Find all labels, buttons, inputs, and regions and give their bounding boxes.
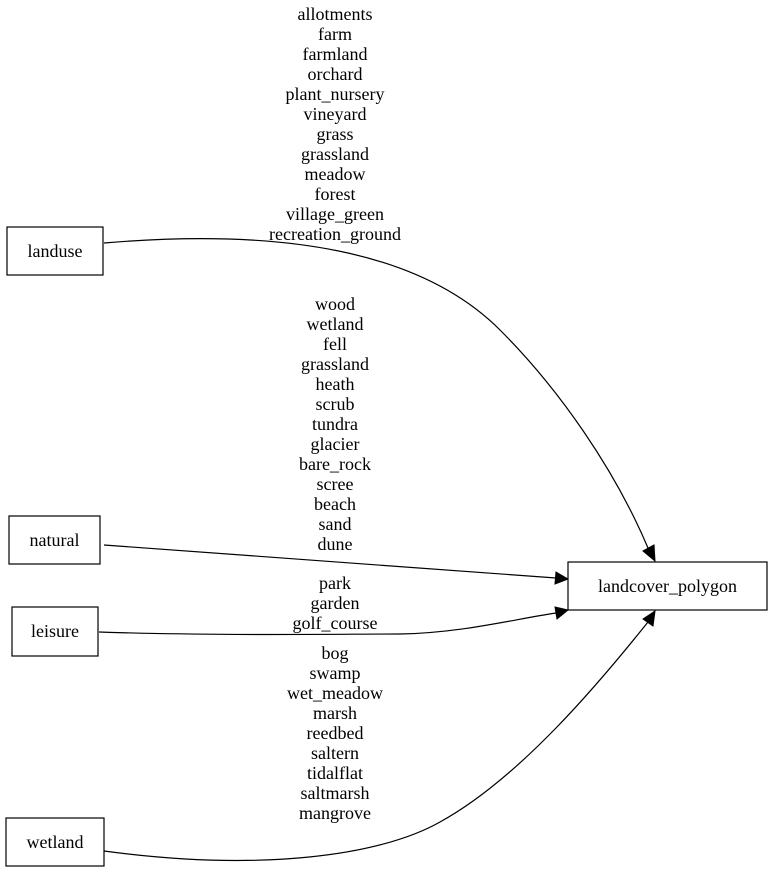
edge-label: golf_course — [293, 613, 378, 633]
edge-label: bog — [322, 643, 349, 663]
edge-line — [103, 544, 557, 579]
node-landuse: landuse — [6, 226, 104, 276]
edge-label: swamp — [310, 663, 361, 683]
node-natural: natural — [8, 515, 101, 565]
node-label: wetland — [27, 832, 84, 852]
edge-label: recreation_ground — [269, 224, 401, 244]
edge-label: park — [319, 573, 351, 593]
edge-label: fell — [323, 334, 347, 354]
edge-labels-landuse: allotmentsfarmfarmlandorchardplant_nurse… — [269, 4, 401, 244]
edge-label: sand — [319, 514, 352, 534]
edge-label: grass — [317, 124, 354, 144]
edge-label: scree — [317, 474, 354, 494]
edge-label: saltmarsh — [301, 783, 370, 803]
edge-label: tundra — [312, 414, 358, 434]
edge-label: beach — [314, 494, 356, 514]
edge-label: farm — [318, 24, 352, 44]
edge-label: mangrove — [299, 803, 371, 823]
edge-labels-wetland: bogswampwet_meadowmarshreedbedsalterntid… — [287, 643, 383, 823]
node-label: landcover_polygon — [598, 576, 737, 596]
edge-label: wet_meadow — [287, 683, 383, 703]
arrowhead-icon — [642, 609, 656, 627]
edge-label: wetland — [307, 314, 364, 334]
edge-label: saltern — [311, 743, 359, 763]
edge-label: plant_nursery — [286, 84, 385, 104]
arrowhead-icon — [554, 571, 570, 585]
edge-label: village_green — [286, 204, 384, 224]
edge-labels-natural: woodwetlandfellgrasslandheathscrubtundra… — [299, 294, 371, 554]
edge-label: scrub — [316, 394, 355, 414]
edge-label: garden — [311, 593, 360, 613]
edge-wetland: bogswampwet_meadowmarshreedbedsalterntid… — [103, 609, 656, 862]
node-label: leisure — [31, 621, 79, 641]
edge-label: marsh — [313, 703, 357, 723]
edge-label: dune — [318, 534, 353, 554]
edge-label: glacier — [311, 434, 360, 454]
edge-label: farmland — [303, 44, 368, 64]
node-landcover-polygon: landcover_polygon — [567, 561, 768, 611]
edge-label: allotments — [298, 4, 373, 24]
arrowhead-icon — [554, 606, 570, 620]
node-label: natural — [30, 530, 80, 550]
edge-label: grassland — [301, 144, 369, 164]
node-label: landuse — [28, 241, 83, 261]
edge-label: orchard — [308, 64, 363, 84]
edge-label: grassland — [301, 354, 369, 374]
edge-label: reedbed — [307, 723, 364, 743]
edge-line — [103, 621, 649, 862]
edge-landuse: allotmentsfarmfarmlandorchardplant_nurse… — [103, 4, 656, 563]
arrowhead-icon — [642, 544, 656, 563]
node-wetland: wetland — [5, 817, 105, 867]
edge-label: wood — [315, 294, 355, 314]
edge-label: vineyard — [304, 104, 367, 124]
edge-natural: woodwetlandfellgrasslandheathscrubtundra… — [103, 294, 570, 585]
edge-label: bare_rock — [299, 454, 371, 474]
edge-line — [98, 612, 557, 636]
edge-label: meadow — [305, 164, 366, 184]
edge-label: heath — [316, 374, 355, 394]
edge-line — [103, 238, 649, 549]
edge-label: forest — [315, 184, 356, 204]
node-leisure: leisure — [11, 606, 99, 657]
edge-label: tidalflat — [307, 763, 363, 783]
